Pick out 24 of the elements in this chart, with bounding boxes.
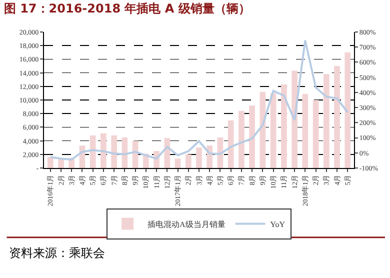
bar [228,120,234,168]
bar [185,154,192,168]
bar [100,133,106,168]
line-series [49,39,349,161]
bar [292,70,298,168]
bar [90,135,96,168]
bar [238,110,244,168]
legend-label: 插电混动A级当月销量 [148,220,226,229]
bar [323,74,330,168]
bar [281,84,287,168]
bar [164,138,170,168]
chart-title: 图 17：2016-2018 年插电 A 级销量（辆） [4,2,250,16]
legend-label: YoY [270,220,286,229]
bar [196,148,202,168]
bar [111,135,117,168]
bar [344,52,351,168]
text: 资料来源：乘联会 [9,246,105,260]
bar [334,66,340,168]
bar [249,105,255,168]
bar [312,100,319,168]
bar [174,158,181,168]
bar [302,94,308,168]
bar [270,93,276,168]
bar [47,157,54,168]
